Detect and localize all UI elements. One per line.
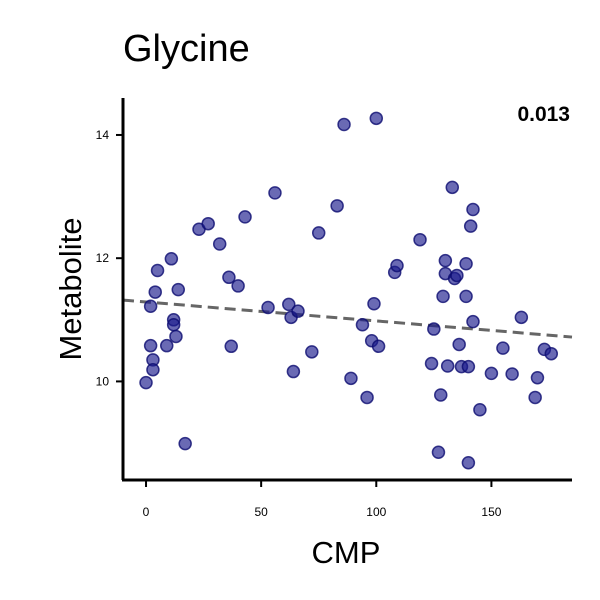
data-point xyxy=(459,256,473,271)
trend-line-layer xyxy=(122,298,573,339)
data-point xyxy=(212,237,227,251)
data-point xyxy=(473,403,487,417)
data-point xyxy=(431,445,446,460)
data-point xyxy=(445,180,460,195)
data-point xyxy=(371,339,386,354)
data-point xyxy=(337,117,351,132)
data-point xyxy=(427,322,441,336)
x-axis-ticks: 0 50 100 150 xyxy=(143,480,502,519)
data-point xyxy=(143,299,158,314)
data-point xyxy=(261,300,275,315)
data-point xyxy=(438,253,453,268)
data-point xyxy=(282,297,296,312)
data-point xyxy=(286,364,301,379)
data-point xyxy=(238,210,252,224)
correlation-annotation: 0.013 xyxy=(517,103,570,126)
data-point xyxy=(169,329,183,344)
y-tick-label: 14 xyxy=(96,128,110,142)
x-tick-label: 150 xyxy=(481,505,501,519)
chart-title: Glycine xyxy=(123,28,250,70)
data-point xyxy=(452,337,466,352)
data-point xyxy=(291,304,305,318)
data-point xyxy=(367,297,381,311)
data-point xyxy=(466,314,480,329)
data-point xyxy=(231,279,245,293)
data-point xyxy=(150,263,165,278)
data-point xyxy=(355,317,370,332)
data-point xyxy=(530,370,545,385)
x-tick-label: 50 xyxy=(254,505,268,519)
data-point xyxy=(164,252,179,266)
data-point xyxy=(148,285,162,299)
data-point xyxy=(330,199,344,213)
data-point xyxy=(146,362,160,377)
data-point xyxy=(466,202,480,217)
data-point xyxy=(463,219,478,233)
data-point xyxy=(305,345,319,359)
data-point xyxy=(143,338,158,353)
data-point xyxy=(514,310,529,325)
data-point xyxy=(434,388,448,402)
data-point xyxy=(222,270,236,285)
data-point xyxy=(424,356,439,371)
data-point xyxy=(436,289,450,304)
data-point xyxy=(139,375,153,390)
data-point xyxy=(459,289,473,304)
x-tick-label: 0 xyxy=(143,505,150,519)
x-tick-label: 100 xyxy=(366,505,386,519)
data-point xyxy=(496,341,510,355)
data-point xyxy=(484,366,499,381)
data-point xyxy=(311,226,326,240)
data-points xyxy=(139,111,559,470)
data-point xyxy=(159,338,174,353)
data-point xyxy=(171,282,186,297)
data-point xyxy=(344,371,358,386)
x-axis-label: CMP xyxy=(312,535,381,570)
y-axis-ticks: 10 12 14 xyxy=(96,128,123,388)
data-point xyxy=(450,268,464,283)
data-point xyxy=(224,339,238,354)
data-point xyxy=(201,216,215,231)
data-point xyxy=(390,258,404,273)
data-point xyxy=(369,111,384,126)
data-point xyxy=(360,390,374,405)
data-point xyxy=(178,436,192,451)
data-point xyxy=(268,186,282,200)
data-point xyxy=(505,367,519,381)
data-point xyxy=(528,390,542,405)
data-point xyxy=(413,232,427,247)
data-point xyxy=(166,317,181,332)
data-point xyxy=(544,346,559,361)
data-point xyxy=(440,359,455,373)
y-tick-label: 12 xyxy=(96,251,110,265)
y-tick-label: 10 xyxy=(96,374,110,388)
data-point xyxy=(461,455,476,470)
trend-line xyxy=(122,298,573,339)
data-point xyxy=(461,359,476,374)
y-axis-label: Metabolite xyxy=(53,217,88,360)
